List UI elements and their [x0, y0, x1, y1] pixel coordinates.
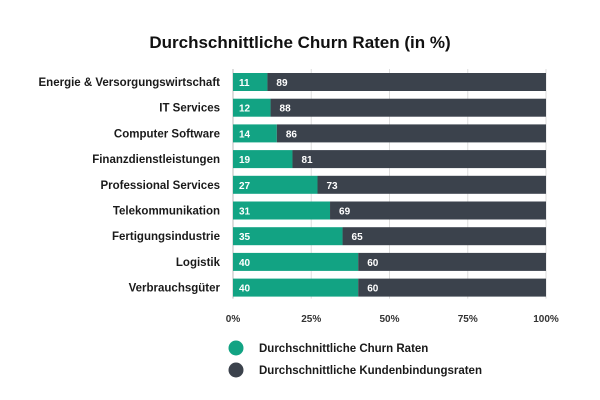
category-label: Energie & Versorgungswirtschaft: [39, 77, 221, 89]
category-label: Finanzdienstleistungen: [92, 154, 220, 166]
bar-segment: [233, 252, 359, 271]
data-label: 40: [239, 258, 251, 269]
data-label: 14: [239, 129, 251, 140]
data-label: 65: [352, 232, 364, 243]
data-label: 86: [286, 129, 298, 140]
data-label: 89: [276, 78, 288, 89]
data-label: 31: [239, 207, 251, 218]
category-label: Verbrauchsgüter: [129, 283, 221, 295]
category-label: IT Services: [159, 103, 220, 115]
bar-segment: [233, 124, 277, 143]
bar-segment: [233, 150, 293, 169]
bar-segment: [233, 98, 271, 117]
data-label: 73: [327, 181, 339, 192]
data-label: 81: [301, 155, 313, 166]
category-label: Fertigungsindustrie: [112, 231, 220, 243]
data-label: 60: [367, 284, 379, 295]
bar-segment: [233, 73, 268, 91]
legend-marker: [228, 362, 244, 378]
bar-segment: [317, 175, 546, 194]
legend-marker: [228, 340, 244, 356]
legend-label: Durchschnittliche Churn Raten: [259, 343, 428, 355]
bar-segment: [358, 252, 546, 271]
data-label: 12: [239, 104, 251, 115]
data-label: 19: [239, 155, 251, 166]
bar-segment: [330, 201, 546, 220]
data-label: 60: [367, 258, 379, 269]
x-tick-label: 50%: [379, 314, 399, 325]
category-label: Professional Services: [100, 180, 220, 192]
chart-title: Durchschnittliche Churn Raten (in %): [149, 33, 450, 52]
bar-segment: [233, 175, 318, 194]
bar-segment: [233, 201, 331, 220]
data-label: 27: [239, 181, 251, 192]
category-label: Computer Software: [114, 128, 220, 140]
x-tick-label: 0%: [226, 314, 241, 325]
data-label: 40: [239, 284, 251, 295]
legend-label: Durchschnittliche Kundenbindungsraten: [259, 365, 482, 377]
bar-segment: [358, 278, 546, 297]
bar-segment: [233, 278, 359, 297]
data-label: 69: [339, 207, 351, 218]
data-label: 88: [280, 104, 292, 115]
data-label: 35: [239, 232, 251, 243]
data-label: 11: [239, 78, 250, 89]
bar-segment: [233, 227, 343, 246]
bar-segment: [270, 98, 546, 117]
bar-segment: [292, 150, 546, 169]
category-label: Telekommunikation: [113, 206, 220, 218]
category-label: Logistik: [176, 257, 221, 269]
x-tick-label: 100%: [533, 314, 559, 325]
bar-segment: [276, 124, 546, 143]
x-tick-label: 25%: [301, 314, 321, 325]
bar-segment: [267, 73, 546, 91]
x-tick-label: 75%: [458, 314, 478, 325]
bar-segment: [342, 227, 546, 246]
